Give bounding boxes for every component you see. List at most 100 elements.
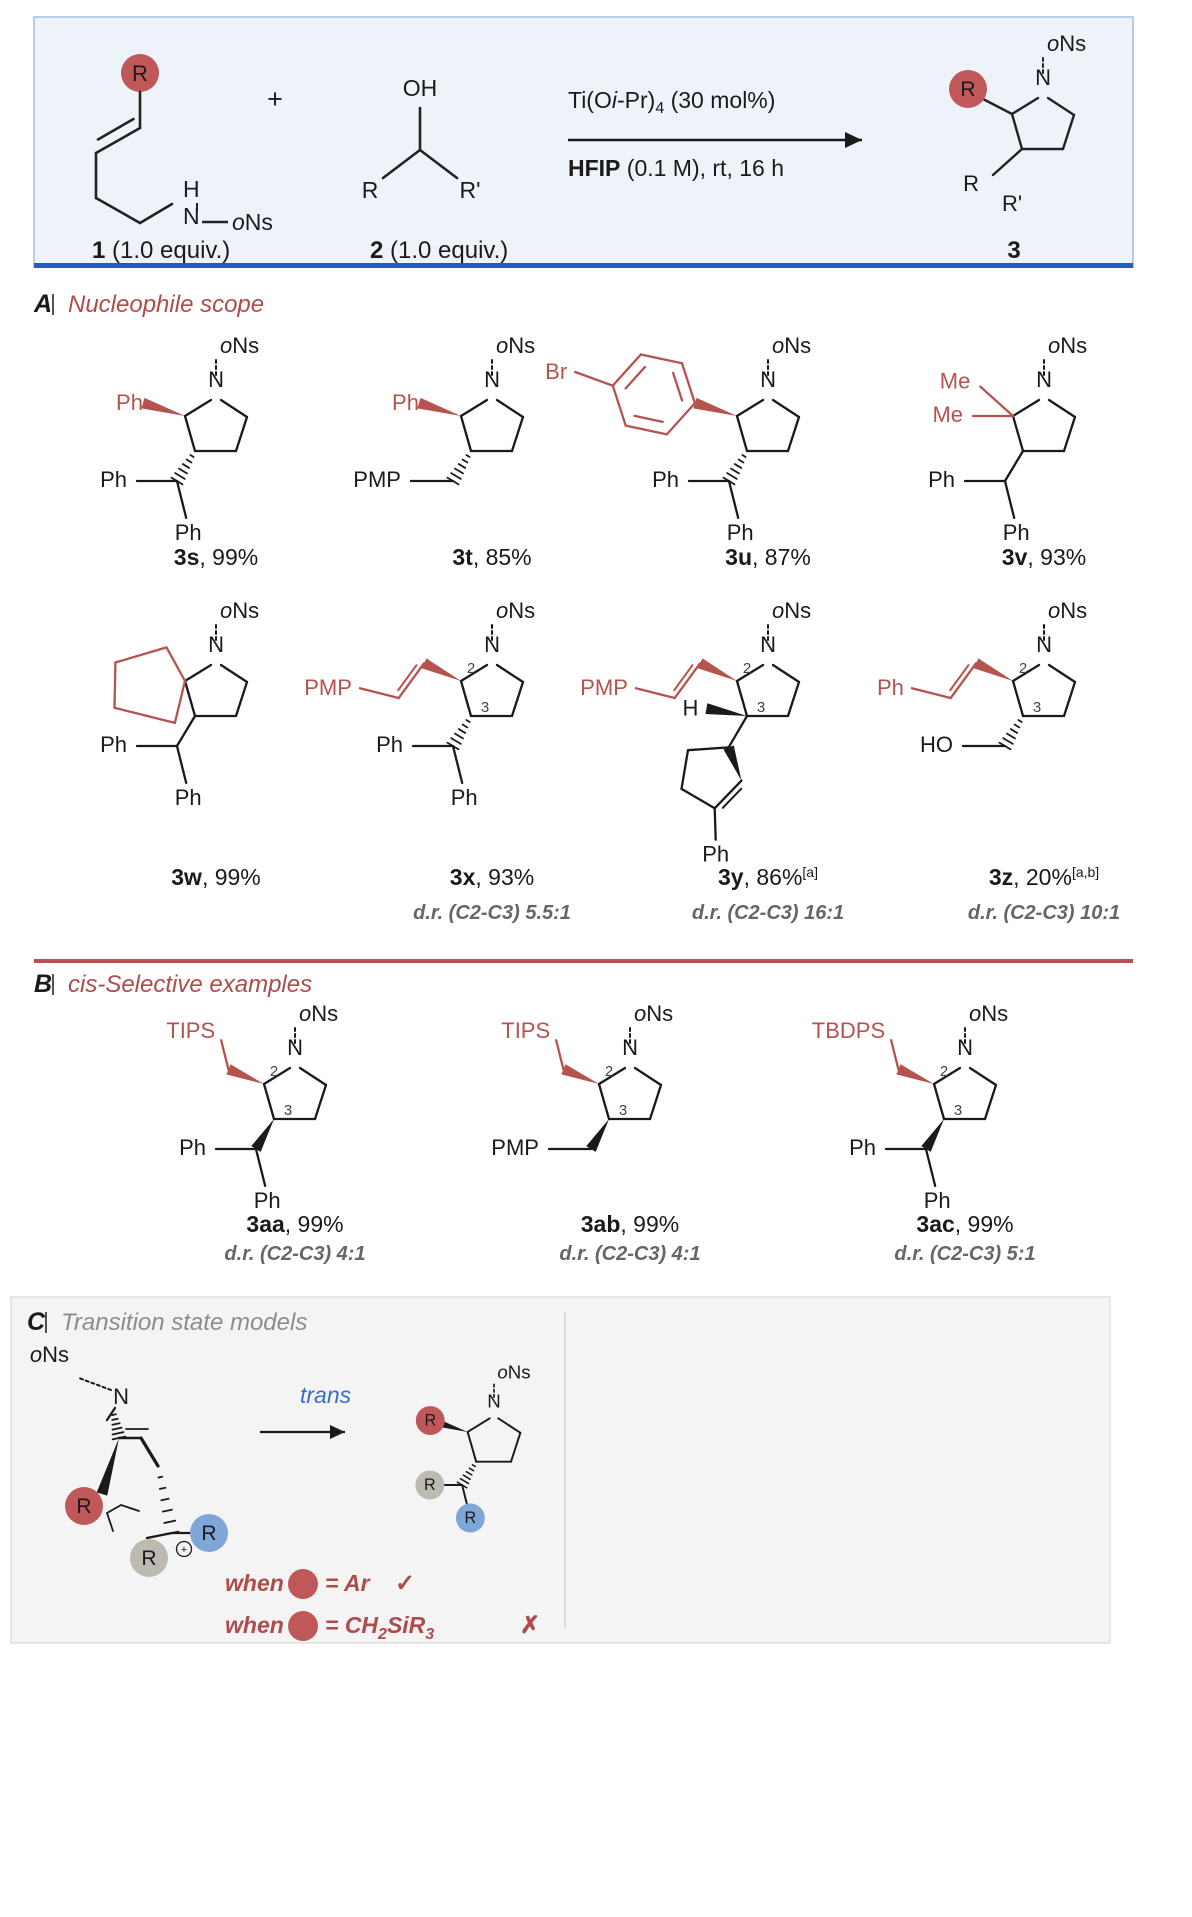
svg-text:Ph: Ph — [254, 1188, 281, 1213]
svg-text:3aa, 99%: 3aa, 99% — [246, 1211, 343, 1237]
svg-text:2: 2 — [940, 1063, 948, 1080]
svg-text:Ph: Ph — [1003, 520, 1030, 545]
svg-text:Transition state models: Transition state models — [61, 1309, 307, 1336]
svg-text:HFIP (0.1 M), rt, 16 h: HFIP (0.1 M), rt, 16 h — [568, 155, 784, 181]
svg-text:d.r. (C2-C3) 16:1: d.r. (C2-C3) 16:1 — [692, 902, 844, 924]
svg-text:HO: HO — [920, 732, 953, 757]
svg-text:Ph: Ph — [392, 390, 419, 415]
svg-text:3x, 93%: 3x, 93% — [450, 864, 534, 890]
svg-text:PMP: PMP — [580, 675, 628, 700]
svg-text:R: R — [960, 78, 975, 101]
svg-text:3ab, 99%: 3ab, 99% — [581, 1211, 679, 1237]
svg-text:N: N — [957, 1035, 973, 1060]
svg-text:PMP: PMP — [304, 675, 352, 700]
svg-text:C: C — [27, 1308, 46, 1336]
svg-text:oNs: oNs — [232, 209, 273, 235]
svg-text:3w, 99%: 3w, 99% — [171, 864, 261, 890]
svg-text:Ph: Ph — [702, 842, 729, 867]
svg-text:oNs: oNs — [496, 333, 535, 358]
svg-text:2: 2 — [270, 1063, 278, 1080]
svg-text:Ph: Ph — [451, 785, 478, 810]
svg-text:Ph: Ph — [652, 467, 679, 492]
svg-text:oNs: oNs — [969, 1001, 1008, 1026]
svg-text:oNs: oNs — [497, 1361, 530, 1382]
svg-text:3ac, 99%: 3ac, 99% — [916, 1211, 1013, 1237]
svg-text:oNs: oNs — [496, 598, 535, 623]
svg-text:2: 2 — [467, 660, 475, 677]
svg-text:R': R' — [1002, 191, 1022, 216]
svg-text:R: R — [424, 1476, 436, 1494]
svg-text:A: A — [33, 290, 52, 318]
svg-text:(1.0 equiv.): (1.0 equiv.) — [390, 237, 508, 264]
svg-text:R: R — [141, 1547, 156, 1570]
svg-text:3: 3 — [1007, 237, 1020, 264]
svg-text:3: 3 — [619, 1102, 627, 1119]
svg-text:oNs: oNs — [220, 333, 259, 358]
svg-text:R: R — [424, 1412, 436, 1430]
svg-text:PMP: PMP — [491, 1135, 539, 1160]
svg-text:d.r. (C2-C3) 4:1: d.r. (C2-C3) 4:1 — [559, 1243, 700, 1265]
svg-text:oNs: oNs — [772, 333, 811, 358]
svg-text:2: 2 — [605, 1063, 613, 1080]
svg-text:3u, 87%: 3u, 87% — [725, 544, 811, 570]
svg-text:N: N — [1036, 367, 1052, 392]
svg-text:oNs: oNs — [30, 1342, 69, 1367]
svg-text:3: 3 — [954, 1102, 962, 1119]
svg-text:3t, 85%: 3t, 85% — [452, 544, 531, 570]
svg-text:N: N — [622, 1035, 638, 1060]
svg-text:N: N — [208, 367, 224, 392]
svg-text:oNs: oNs — [1047, 31, 1086, 56]
svg-text:3v, 93%: 3v, 93% — [1002, 544, 1086, 570]
svg-text:TIPS: TIPS — [166, 1018, 215, 1043]
svg-text:Ph: Ph — [376, 732, 403, 757]
svg-text:when: when — [225, 1612, 284, 1638]
svg-text:Br: Br — [545, 359, 567, 384]
svg-text:N: N — [208, 632, 224, 657]
svg-text:2: 2 — [370, 237, 383, 264]
svg-text:oNs: oNs — [1048, 333, 1087, 358]
svg-text:Ph: Ph — [179, 1135, 206, 1160]
svg-text:R: R — [963, 171, 979, 196]
svg-text:+: + — [267, 84, 283, 114]
svg-text:3: 3 — [481, 699, 489, 716]
svg-text:3: 3 — [284, 1102, 292, 1119]
svg-text:N: N — [484, 632, 500, 657]
svg-text:PMP: PMP — [353, 467, 401, 492]
svg-text:Ph: Ph — [175, 785, 202, 810]
svg-text:Ph: Ph — [877, 675, 904, 700]
svg-text:Ph: Ph — [924, 1188, 951, 1213]
svg-text:R: R — [132, 61, 148, 86]
svg-text:N: N — [287, 1035, 303, 1060]
svg-text:N: N — [113, 1384, 129, 1409]
svg-text:Ph: Ph — [928, 467, 955, 492]
svg-text:oNs: oNs — [299, 1001, 338, 1026]
svg-text:✗: ✗ — [520, 1612, 540, 1639]
svg-text:Me: Me — [940, 369, 971, 394]
svg-text:B: B — [34, 970, 52, 998]
svg-text:N: N — [760, 632, 776, 657]
svg-text:Ti(Oi-Pr)4 (30 mol%): Ti(Oi-Pr)4 (30 mol%) — [568, 87, 775, 117]
svg-text:H: H — [183, 176, 200, 202]
svg-text:N: N — [484, 367, 500, 392]
svg-text:d.r. (C2-C3) 10:1: d.r. (C2-C3) 10:1 — [968, 902, 1120, 924]
svg-text:= Ar: = Ar — [325, 1570, 371, 1596]
svg-text:oNs: oNs — [634, 1001, 673, 1026]
svg-text:H: H — [683, 696, 699, 721]
svg-text:d.r. (C2-C3) 4:1: d.r. (C2-C3) 4:1 — [224, 1243, 365, 1265]
svg-text:TIPS: TIPS — [501, 1018, 550, 1043]
svg-text:Ph: Ph — [100, 732, 127, 757]
svg-text:2: 2 — [743, 660, 751, 677]
svg-text:d.r. (C2-C3) 5.5:1: d.r. (C2-C3) 5.5:1 — [413, 902, 571, 924]
svg-text:Nucleophile scope: Nucleophile scope — [68, 291, 264, 318]
svg-text:OH: OH — [403, 75, 438, 101]
svg-text:Ph: Ph — [116, 390, 143, 415]
svg-text:when: when — [225, 1570, 284, 1596]
svg-text:cis-Selective examples: cis-Selective examples — [68, 971, 312, 998]
svg-text:✓: ✓ — [395, 1570, 415, 1597]
svg-text:Ph: Ph — [727, 520, 754, 545]
svg-text:Ph: Ph — [175, 520, 202, 545]
svg-text:R: R — [362, 177, 379, 203]
svg-text:R: R — [76, 1495, 91, 1518]
svg-text:d.r. (C2-C3) 5:1: d.r. (C2-C3) 5:1 — [894, 1243, 1035, 1265]
svg-text:Ph: Ph — [100, 467, 127, 492]
